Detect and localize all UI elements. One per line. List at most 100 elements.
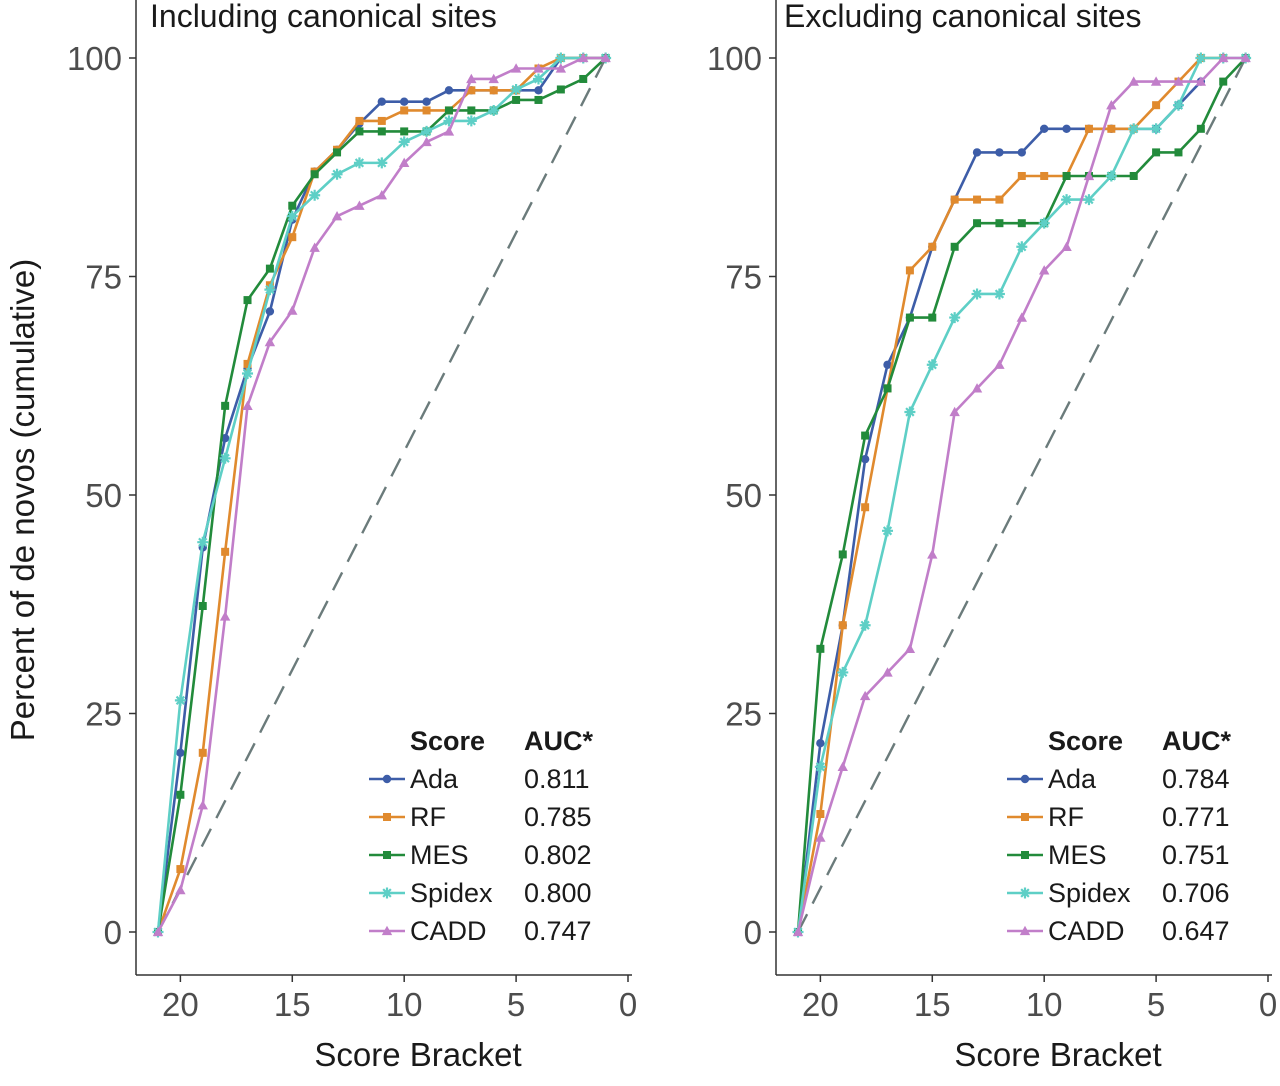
- data-point-rf-6: [928, 242, 937, 251]
- y-tick-label: 25: [725, 696, 762, 733]
- data-point-mes-1: [816, 644, 825, 653]
- data-point-mes-13: [444, 106, 453, 115]
- series-line-rf: [796, 56, 1224, 933]
- legend-auc-ada: 0.811: [524, 764, 590, 794]
- data-point-cadd-8: [971, 383, 983, 393]
- data-point-mes-1: [176, 790, 185, 799]
- data-point-rf-6: [288, 233, 297, 242]
- x-tick-label: 15: [914, 986, 951, 1023]
- data-point-cadd-10: [1016, 312, 1028, 322]
- data-point-rf-14: [1107, 124, 1116, 133]
- data-point-cadd-6: [287, 305, 298, 315]
- data-point-spidex-14: [1105, 170, 1117, 182]
- data-point-ada-13: [444, 86, 454, 95]
- data-point-cadd-14: [1106, 99, 1117, 110]
- legend-auc-spidex: 0.800: [524, 878, 592, 908]
- data-point-ada-10: [1017, 148, 1027, 157]
- data-point-rf-9: [355, 116, 364, 125]
- data-point-cadd-16: [510, 63, 522, 73]
- data-point-rf-3: [861, 503, 870, 512]
- data-point-mes-3: [861, 431, 870, 440]
- data-point-legend-spidex-key: [381, 887, 393, 899]
- data-point-cadd-4: [882, 667, 893, 677]
- data-point-rf-15: [489, 86, 498, 95]
- panel-title: Including canonical sites: [150, 0, 497, 34]
- legend-auc-ada: 0.784: [1162, 764, 1230, 794]
- data-point-mes-17: [1174, 148, 1183, 157]
- data-point-cadd-8: [331, 210, 343, 221]
- data-point-spidex-6: [286, 210, 298, 222]
- data-point-cadd-6: [927, 549, 938, 559]
- x-axis-title: Score Bracket: [314, 1036, 521, 1073]
- data-point-rf-4: [243, 359, 252, 368]
- data-point-spidex-17: [1172, 99, 1184, 111]
- data-point-cadd-12: [1061, 241, 1072, 251]
- data-point-rf-2: [198, 748, 207, 757]
- x-tick-label: 0: [1259, 986, 1277, 1023]
- data-point-ada-12: [1062, 124, 1071, 133]
- data-point-legend-mes-key: [1021, 851, 1029, 859]
- data-point-mes-6: [928, 313, 937, 322]
- data-point-mes-2: [198, 601, 207, 610]
- data-point-cadd-19: [1218, 52, 1229, 63]
- data-point-mes-2: [838, 550, 847, 559]
- data-point-mes-9: [355, 127, 364, 136]
- data-point-cadd-7: [309, 242, 320, 252]
- data-point-spidex-17: [532, 73, 544, 85]
- diagonal-reference-line: [156, 57, 607, 933]
- data-point-rf-2: [838, 621, 847, 630]
- x-tick-label: 10: [386, 986, 423, 1023]
- data-point-ada-3: [860, 454, 870, 464]
- data-point-rf-3: [221, 547, 230, 556]
- x-tick-label: 15: [274, 986, 311, 1023]
- data-point-rf-1: [176, 865, 185, 874]
- data-point-spidex-5: [264, 284, 276, 296]
- legend-header-auc: AUC*: [524, 726, 593, 756]
- data-point-cadd-5: [264, 336, 276, 347]
- data-point-cadd-5: [904, 643, 916, 653]
- x-tick-label: 0: [619, 986, 637, 1023]
- data-point-spidex-2: [837, 666, 849, 678]
- y-tick-label: 100: [67, 40, 122, 77]
- data-point-mes-10: [377, 127, 386, 136]
- data-point-ada-9: [995, 148, 1004, 157]
- data-point-spidex-9: [993, 288, 1005, 300]
- data-point-rf-12: [422, 106, 431, 115]
- data-point-ada-4: [883, 360, 892, 369]
- data-point-cadd-16: [1150, 76, 1162, 86]
- data-point-mes-4: [883, 384, 892, 393]
- data-point-rf-10: [1017, 171, 1026, 180]
- data-point-cadd-11: [1038, 265, 1050, 275]
- data-point-spidex-8: [331, 168, 343, 180]
- y-tick-label: 100: [707, 40, 762, 77]
- data-point-ada-11: [399, 97, 409, 106]
- data-point-spidex-4: [242, 368, 254, 380]
- data-point-cadd-9: [354, 200, 365, 210]
- legend-label-cadd: CADD: [1048, 916, 1125, 946]
- data-point-ada-8: [972, 148, 982, 157]
- legend-label-mes: MES: [410, 840, 469, 870]
- data-point-mes-8: [333, 148, 342, 157]
- legend-auc-rf: 0.785: [524, 802, 592, 832]
- data-point-cadd-20: [600, 52, 611, 63]
- data-point-rf-8: [973, 195, 982, 204]
- data-point-cadd-7: [949, 406, 960, 417]
- data-point-spidex-14: [465, 115, 477, 127]
- data-point-legend-mes-key: [383, 851, 391, 859]
- data-point-cadd-4: [242, 400, 253, 411]
- data-point-mes-19: [579, 74, 588, 83]
- series-spidex: [152, 52, 612, 938]
- data-point-spidex-16: [1150, 123, 1162, 135]
- y-tick-label: 75: [725, 259, 762, 296]
- data-point-mes-6: [288, 201, 297, 210]
- data-point-spidex-6: [926, 359, 938, 371]
- data-point-spidex-10: [376, 157, 388, 169]
- data-point-cadd-13: [1083, 170, 1095, 181]
- data-point-spidex-5: [904, 406, 916, 418]
- data-point-cadd-19: [578, 52, 589, 63]
- data-point-legend-rf-key: [383, 813, 391, 821]
- data-point-mes-3: [221, 401, 230, 410]
- data-point-spidex-18: [555, 52, 567, 64]
